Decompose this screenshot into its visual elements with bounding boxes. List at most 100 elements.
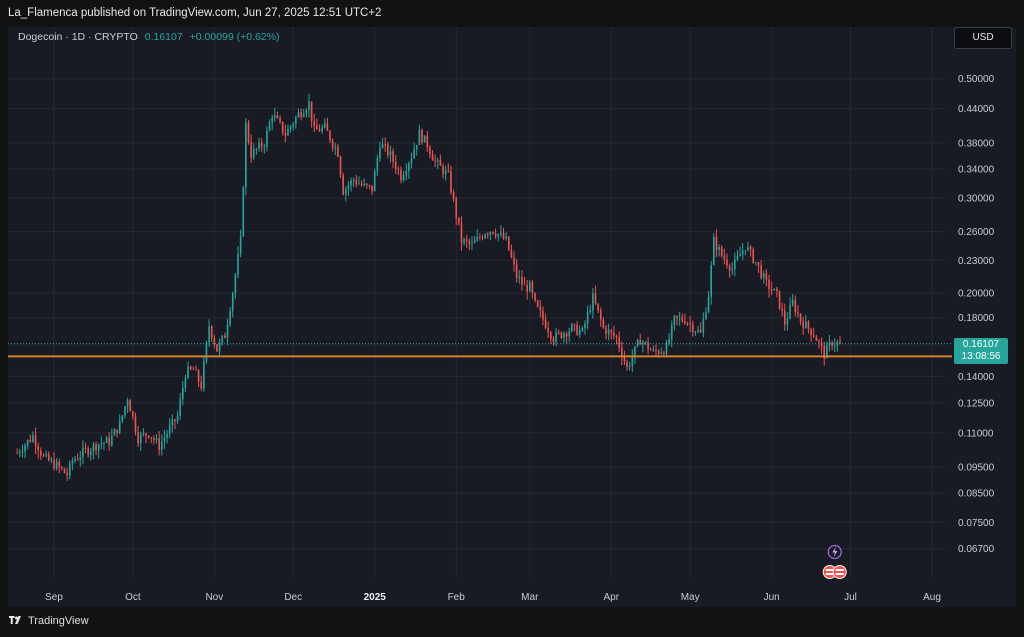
y-tick-label: 0.30000 xyxy=(958,194,995,205)
candle-body xyxy=(318,129,321,132)
lightning-event-icon xyxy=(827,544,842,560)
candle-body xyxy=(565,333,568,337)
candle-body xyxy=(308,101,310,111)
candle-body xyxy=(295,117,297,124)
candle-body xyxy=(823,345,826,359)
candle-body xyxy=(502,232,505,239)
y-tick-label: 0.34000 xyxy=(958,164,995,175)
candle-body xyxy=(284,132,287,136)
candle-body xyxy=(121,415,124,421)
us-flag-event-stripe xyxy=(825,569,834,571)
candle-body xyxy=(460,223,463,243)
tv-logo-icon[interactable] xyxy=(9,616,23,626)
candle-body xyxy=(492,232,494,234)
candle-body xyxy=(163,437,166,442)
candle-body xyxy=(805,321,807,329)
brand-name[interactable]: TradingView xyxy=(28,615,89,627)
candle-body xyxy=(686,323,689,324)
y-tick-label: 0.26000 xyxy=(958,227,995,238)
candle-body xyxy=(63,468,66,473)
chart-area[interactable]: 0.50000 0.44000 0.38000 0.34000 0.30000 0.260… xyxy=(8,27,1016,607)
candle-body xyxy=(342,175,344,195)
candle-body xyxy=(705,312,707,320)
candle-body xyxy=(268,122,271,131)
candle-body xyxy=(481,237,484,239)
candle-body xyxy=(471,242,473,244)
candle-body xyxy=(40,450,42,456)
candle-body xyxy=(720,247,723,256)
candle-body xyxy=(602,319,605,328)
candle-body xyxy=(252,148,255,158)
candle-body xyxy=(550,332,552,339)
candle-body xyxy=(292,123,295,127)
candle-body xyxy=(371,185,373,192)
candle-body xyxy=(810,328,812,336)
candle-body xyxy=(507,236,510,250)
candle-body xyxy=(523,284,526,286)
candle-body xyxy=(213,337,216,345)
candle-body xyxy=(657,351,660,354)
price-change: +0.00099 (+0.62%) xyxy=(189,31,280,43)
candle-body xyxy=(92,444,95,452)
candle-body xyxy=(76,459,79,461)
candle-body xyxy=(273,115,276,118)
candle-body xyxy=(189,366,192,370)
candle-body xyxy=(681,317,684,321)
candle-body xyxy=(468,241,471,244)
candle-body xyxy=(626,361,628,367)
candle-body xyxy=(605,327,607,335)
candle-body xyxy=(578,330,581,335)
candle-body xyxy=(620,347,623,358)
candle-body xyxy=(376,158,379,172)
candle-body xyxy=(394,161,397,170)
candle-body xyxy=(147,435,150,438)
candle-body xyxy=(536,300,539,307)
symbol-title: Dogecoin · 1D · CRYPTO xyxy=(18,31,138,43)
candle-body xyxy=(87,448,89,455)
candle-body xyxy=(755,262,757,264)
candle-body xyxy=(644,341,647,343)
candle-body xyxy=(560,332,563,338)
candle-body xyxy=(760,265,762,278)
candle-body xyxy=(789,304,791,319)
currency-button[interactable]: USD xyxy=(954,27,1012,49)
candle-body xyxy=(455,198,458,218)
candle-body xyxy=(208,326,210,343)
publish-text: La_Flamenca published on TradingView.com… xyxy=(8,7,382,19)
candle-body xyxy=(16,452,19,454)
candle-body xyxy=(97,444,100,451)
candle-body xyxy=(132,411,134,417)
candle-body xyxy=(731,268,734,271)
candle-body xyxy=(387,144,389,156)
candle-body xyxy=(116,429,118,434)
candle-body xyxy=(833,345,836,347)
candle-body xyxy=(581,327,584,331)
candle-body xyxy=(381,143,384,149)
candle-body xyxy=(571,324,573,332)
candle-body xyxy=(326,123,329,131)
candle-body xyxy=(100,443,103,445)
y-tick-label: 0.50000 xyxy=(958,74,995,85)
candle-body xyxy=(649,349,652,351)
candle-body xyxy=(187,366,189,378)
price-tag-countdown: 13:08:56 xyxy=(961,350,1001,362)
candle-body xyxy=(592,293,594,311)
candle-body xyxy=(105,437,108,443)
y-tick-label: 0.23000 xyxy=(958,256,995,267)
candle-body xyxy=(34,435,37,447)
candle-body xyxy=(699,329,702,333)
candle-body xyxy=(42,455,45,457)
chart-canvas[interactable]: 0.50000 0.44000 0.38000 0.34000 0.30000 0.260… xyxy=(8,27,1016,607)
candle-body xyxy=(158,438,160,450)
candle-body xyxy=(50,459,53,461)
candle-body xyxy=(329,130,331,141)
candle-body xyxy=(568,331,571,337)
candle-body xyxy=(610,329,613,333)
candle-body xyxy=(802,321,805,329)
candle-body xyxy=(670,324,673,340)
candle-body xyxy=(203,361,205,389)
candle-body xyxy=(174,419,176,422)
us-flag-event-stripe xyxy=(835,569,844,571)
candle-body xyxy=(350,180,352,186)
candle-body xyxy=(463,239,465,243)
